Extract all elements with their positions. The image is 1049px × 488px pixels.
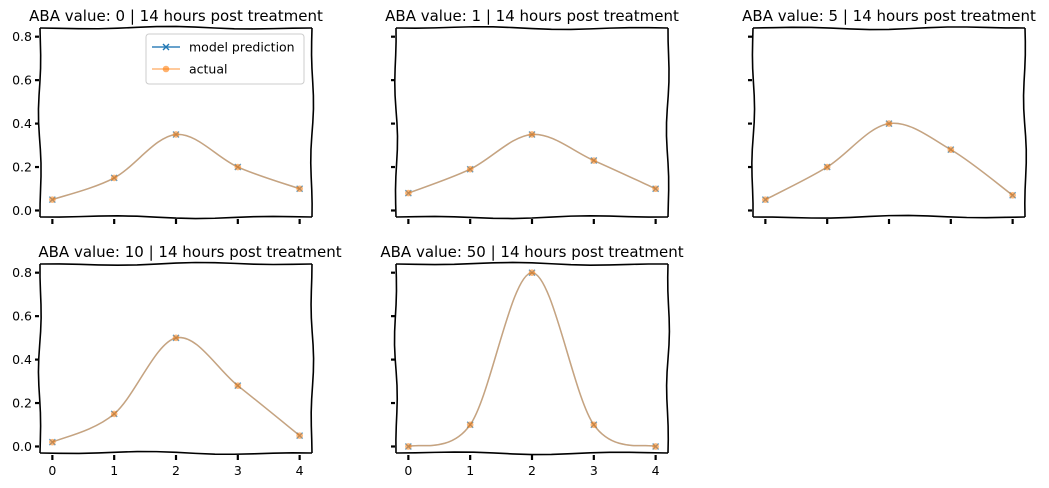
y-tick-label: 0.4 <box>12 116 32 131</box>
y-tick-label: 0.0 <box>12 439 32 454</box>
legend-box <box>145 33 305 85</box>
frame-bottom <box>752 214 1026 219</box>
data-point-actual <box>885 120 893 127</box>
legend-label: model prediction <box>189 40 295 55</box>
panel-3: ABA value: 10 | 14 hours post treatment 0… <box>12 243 342 478</box>
frame-left <box>393 27 399 218</box>
data-point-actual <box>590 157 598 164</box>
data-point-actual <box>466 165 474 173</box>
data-point-actual <box>296 185 303 193</box>
panel-title: ABA value: 0 | 14 hours post treatment <box>29 7 323 25</box>
data-point-actual <box>405 443 412 450</box>
y-tick-label: 0.4 <box>12 352 32 367</box>
panel-0: ABA value: 0 | 14 hours post treatment 0.… <box>12 7 323 224</box>
data-point-actual <box>590 421 598 429</box>
legend-label: actual <box>189 62 228 77</box>
series-line-actual <box>408 271 656 448</box>
x-tick-label: 3 <box>590 463 598 478</box>
series-line-actual <box>52 133 300 201</box>
series-line-actual <box>52 336 301 443</box>
y-tick-label: 0.8 <box>12 29 32 44</box>
frame-right <box>309 27 315 218</box>
y-tick-label: 0.2 <box>12 160 32 175</box>
data-point-actual <box>234 163 242 171</box>
data-point-actual <box>172 334 180 342</box>
panel-title: ABA value: 5 | 14 hours post treatment <box>742 7 1036 25</box>
data-point-actual <box>110 174 118 182</box>
frame-left <box>751 27 756 218</box>
data-point-actual <box>652 443 659 450</box>
series-line-prediction <box>765 122 1014 201</box>
series-line-prediction <box>52 133 300 201</box>
y-tick-label: 0.8 <box>12 265 32 280</box>
y-tick-label: 0.0 <box>12 203 32 218</box>
data-point-actual <box>528 269 536 276</box>
data-point-actual <box>110 410 118 418</box>
x-tick-label: 1 <box>110 463 118 478</box>
series-line-prediction <box>52 336 301 443</box>
x-tick-label: 2 <box>528 463 536 478</box>
series-line-prediction <box>408 271 656 448</box>
panel-title: ABA value: 1 | 14 hours post treatment <box>385 7 679 25</box>
data-point-actual <box>823 163 831 171</box>
x-tick-label: 4 <box>296 463 304 478</box>
legend-marker-x <box>162 43 170 51</box>
x-tick-label: 2 <box>172 463 180 478</box>
data-point-actual <box>172 131 180 138</box>
legend: model prediction actual <box>145 33 305 85</box>
frame-top <box>395 25 669 31</box>
panel-4: ABA value: 50 | 14 hours post treatment 0… <box>380 243 683 478</box>
frame-top <box>39 261 313 267</box>
y-tick-label: 0.6 <box>12 73 32 88</box>
data-point-actual <box>49 438 56 446</box>
frame-top <box>752 26 1026 31</box>
x-tick-label: 3 <box>234 463 242 478</box>
panel-title: ABA value: 50 | 14 hours post treatment <box>380 243 683 261</box>
y-tick-label: 0.2 <box>12 396 32 411</box>
data-point-actual <box>1009 191 1016 199</box>
frame-bottom <box>39 215 313 220</box>
panel-1: ABA value: 1 | 14 hours post treatment <box>385 7 679 224</box>
series-line-prediction <box>408 133 656 194</box>
data-point-actual <box>234 382 242 389</box>
frame-right <box>665 263 671 454</box>
frame-right <box>1022 27 1028 218</box>
frame-bottom <box>395 214 669 220</box>
series-line-actual <box>408 133 656 194</box>
frame-bottom <box>395 451 669 456</box>
y-tick-label: 0.6 <box>12 309 32 324</box>
series-line-actual <box>765 122 1014 201</box>
data-point-actual <box>49 196 56 203</box>
frame-left <box>393 263 399 454</box>
x-tick-label: 1 <box>466 463 474 478</box>
frame-bottom <box>39 450 313 456</box>
frame-right <box>310 263 315 454</box>
x-tick-label: 0 <box>48 463 56 478</box>
data-point-actual <box>762 196 769 203</box>
data-point-actual <box>947 146 955 153</box>
data-point-actual <box>296 432 303 439</box>
frame-top <box>395 261 669 266</box>
x-tick-label: 4 <box>652 463 660 478</box>
x-tick-label: 0 <box>404 463 412 478</box>
data-point-actual <box>652 185 659 193</box>
data-point-actual <box>528 131 536 138</box>
frame-top <box>39 25 313 30</box>
panel-title: ABA value: 10 | 14 hours post treatment <box>38 243 341 261</box>
frame-right <box>665 27 670 218</box>
panel-2: ABA value: 5 | 14 hours post treatment <box>742 7 1036 224</box>
data-point-actual <box>466 421 474 429</box>
data-point-actual <box>405 189 412 197</box>
legend-marker-circle <box>162 65 170 73</box>
